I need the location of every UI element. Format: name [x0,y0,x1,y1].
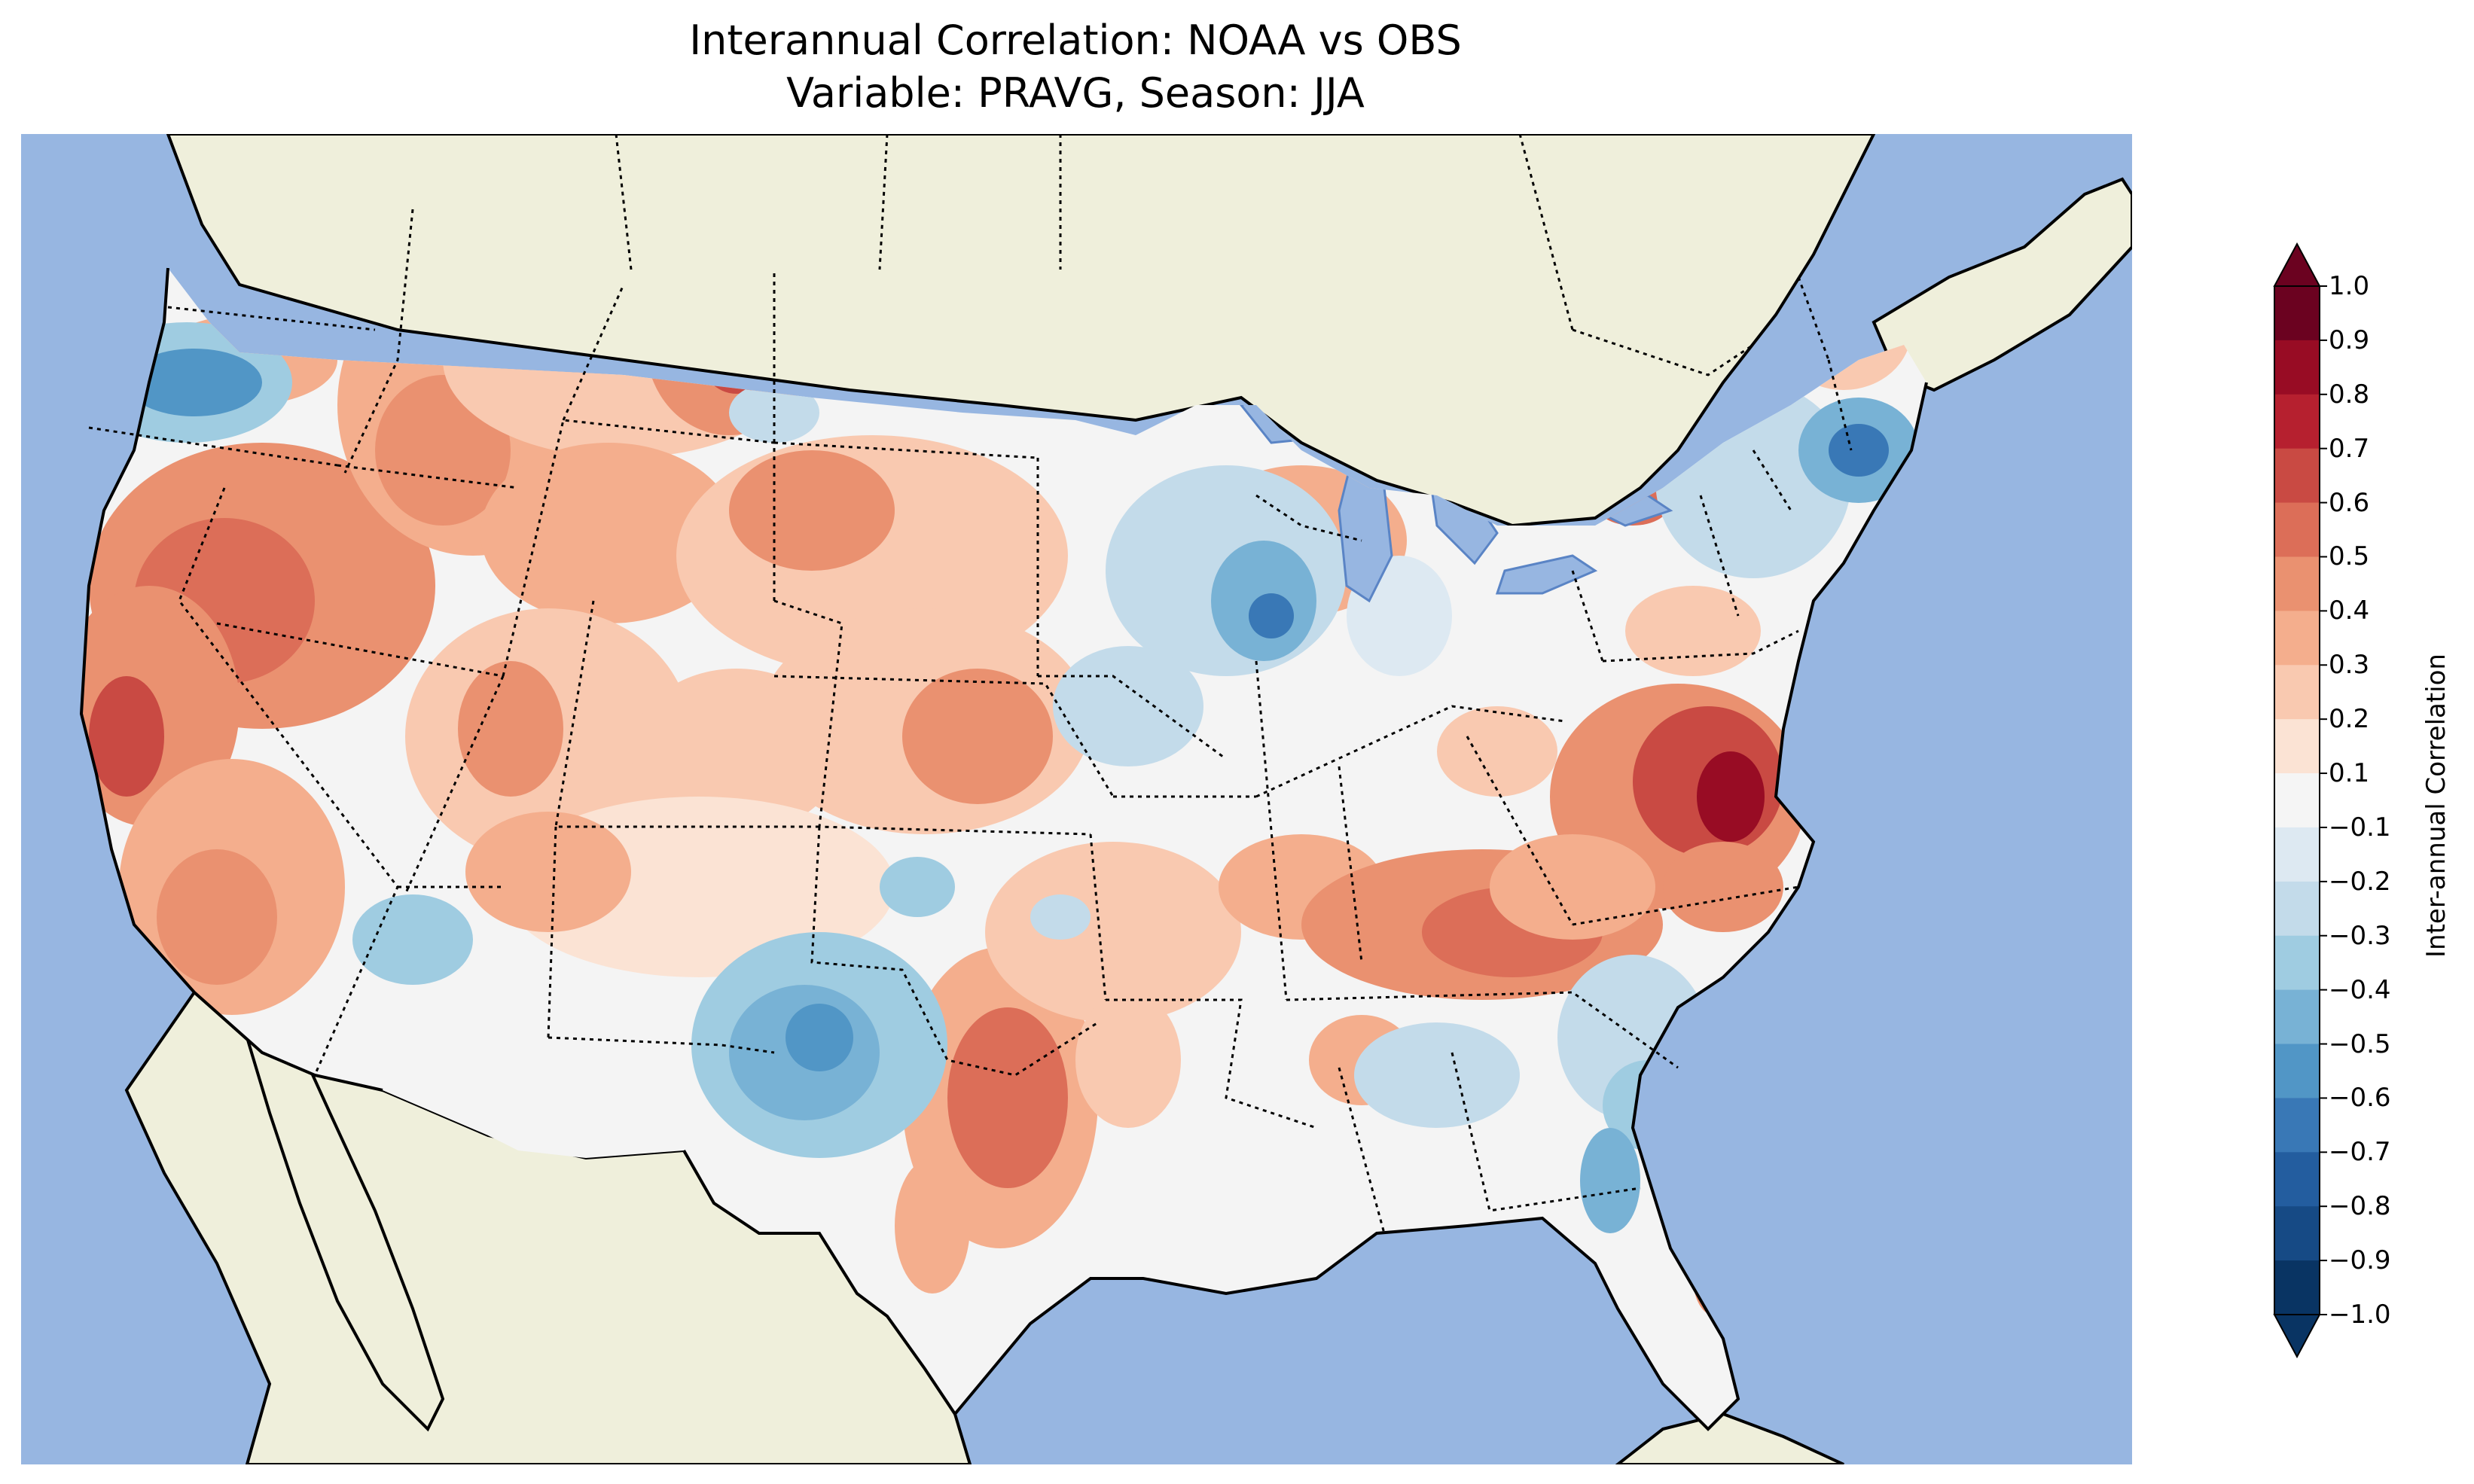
colorbar-tick-label: 0.1 [2329,758,2370,789]
colorbar-segment [2274,773,2320,828]
colorbar-segment [2274,881,2320,937]
colorbar [2252,233,2474,1378]
colorbar-tick-label: 0.5 [2329,541,2370,572]
yucatan-landmass [1615,1412,1844,1464]
state-borders [88,134,1853,1234]
colorbar-tick-label: 0.6 [2329,487,2370,518]
colorbar-segment [2274,1260,2320,1315]
colorbar-ticks [2320,285,2327,1315]
chart-title-line2: Variable: PRAVG, Season: JJA [786,69,1365,117]
colorbar-segment [2274,935,2320,991]
colorbar-segment [2274,502,2320,557]
us-coastline [79,267,1928,1431]
colorbar-segment [2274,448,2320,504]
colorbar-tick-label: 0.3 [2329,650,2370,681]
colorbar-tick-label: −0.3 [2329,920,2391,951]
colorbar-tick-label: −1.0 [2329,1300,2391,1330]
colorbar-tick-label: −0.1 [2329,812,2391,843]
map-canvas [21,134,2132,1464]
canada-maritimes [1872,177,2132,392]
colorbar-tick-label: 0.2 [2329,704,2370,735]
colorbar-segment [2274,719,2320,774]
colorbar-segment [2274,286,2320,341]
colorbar-segment [2274,1152,2320,1207]
colorbar-bottom-arrow [2273,1314,2321,1359]
colorbar-segment [2274,1044,2320,1099]
colorbar-tick-label: 1.0 [2329,271,2370,301]
colorbar-tick-label: −0.9 [2329,1245,2391,1276]
colorbar-tick-label: −0.8 [2329,1191,2391,1222]
colorbar-tick-label: 0.9 [2329,325,2370,355]
colorbar-tick-label: 0.4 [2329,596,2370,626]
colorbar-tick-label: −0.5 [2329,1028,2391,1059]
colorbar-title: Inter-annual Correlation [2421,654,2451,958]
colorbar-top-arrow [2273,242,2321,287]
correlation-map [21,134,2132,1464]
correlation-field [81,268,1926,1429]
colorbar-tick-label: 0.7 [2329,433,2370,464]
colorbar-segment [2274,1206,2320,1261]
colorbar-segments [2274,286,2320,1315]
colorbar-tick-label: −0.4 [2329,974,2391,1005]
colorbar-segment [2274,827,2320,882]
colorbar-tick-label: 0.8 [2329,379,2370,410]
colorbar-segment [2274,340,2320,395]
colorbar-segment [2274,611,2320,666]
colorbar-tick-label: −0.7 [2329,1137,2391,1168]
canada-landmass [166,134,1876,528]
colorbar-segment [2274,1098,2320,1153]
colorbar-graphic [2273,242,2327,1359]
colorbar-tick-label: −0.2 [2329,866,2391,897]
baja-peninsula [246,981,445,1432]
colorbar-segment [2274,394,2320,449]
chart-title-line1: Interannual Correlation: NOAA vs OBS [689,17,1462,64]
colorbar-segment [2274,556,2320,611]
colorbar-tick-label: −0.6 [2329,1083,2391,1114]
colorbar-segment [2274,665,2320,720]
colorbar-segment [2274,989,2320,1045]
